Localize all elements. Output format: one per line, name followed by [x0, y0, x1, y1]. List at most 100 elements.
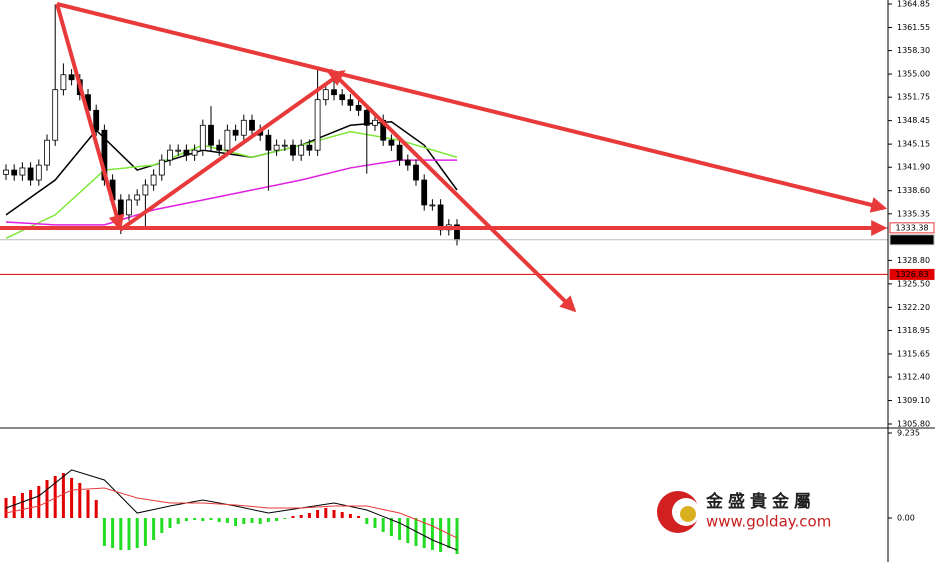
y-tick-label: 1361.55 [897, 23, 930, 32]
price-label-box [889, 222, 935, 234]
y-tick-label: 1305.80 [897, 420, 930, 429]
macd-bar [20, 492, 24, 519]
macd-bar [225, 518, 229, 523]
macd-bar [422, 518, 426, 549]
macd-bar [307, 513, 311, 519]
candle-body [347, 99, 354, 106]
macd-bar [143, 518, 147, 546]
macd-bar [332, 509, 336, 519]
y-tick-label: 9.235 [897, 429, 920, 438]
macd-bar [365, 518, 369, 524]
macd-bar [373, 518, 377, 529]
logo-name: 金盛貴金屬 [705, 491, 816, 512]
candle-body [281, 144, 288, 147]
macd-bar [135, 518, 139, 549]
y-tick-label: 1315.65 [897, 349, 930, 358]
macd-bar [439, 518, 443, 553]
macd-bar [119, 518, 123, 551]
candle-body [265, 134, 272, 151]
macd-line [5, 487, 458, 539]
y-tick-label: 1318.95 [897, 326, 930, 335]
candle-body [93, 109, 100, 131]
trend-arrow [118, 70, 346, 232]
macd-bar [45, 479, 49, 519]
candle-body [3, 169, 9, 175]
candle-body [290, 144, 296, 156]
candle-body [363, 109, 370, 126]
macd-bar [348, 514, 352, 519]
candle-body [232, 129, 239, 136]
macd-bar [152, 518, 156, 541]
macd-bar [283, 518, 287, 520]
macd-pane: 9.235 0.00 [4, 429, 920, 554]
macd-bar [111, 518, 115, 549]
candle-body [175, 149, 182, 152]
macd-bar [242, 518, 246, 524]
y-tick-label: 1364.85 [897, 0, 930, 9]
candle-body [19, 167, 26, 176]
candle-body [429, 204, 436, 207]
macd-bar [176, 518, 180, 524]
candle-body [404, 159, 411, 166]
y-tick-label: 1351.75 [897, 93, 930, 102]
macd-bar [102, 518, 106, 546]
trend-arrow [56, 2, 888, 213]
macd-bar [250, 518, 254, 523]
logo-url: www.golday.com [706, 513, 831, 531]
candle-body [117, 199, 124, 216]
candle-body [134, 194, 141, 201]
candle-body [60, 74, 67, 91]
price-label: 1331.70 [895, 235, 928, 244]
candle-body [355, 104, 362, 111]
macd-bar [53, 475, 57, 519]
macd-bar [61, 472, 65, 519]
candle-body [150, 174, 157, 186]
candle-body [216, 144, 223, 151]
candle-body [35, 164, 42, 181]
candle-body [314, 99, 321, 151]
price-pane: 1364.85 1361.55 1358.30 1355.00 1351.75 1348.… [0, 0, 935, 429]
candle-body [208, 124, 214, 146]
y-tick-label: 1325.50 [897, 279, 930, 288]
macd-bar [12, 496, 16, 519]
moving-average [5, 120, 458, 216]
macd-bar [291, 515, 295, 519]
candle-body [224, 129, 231, 151]
candle-body [11, 169, 18, 176]
macd-bar [266, 518, 270, 522]
macd-bar [234, 518, 238, 527]
macd-bar [406, 518, 410, 544]
watermark: 金盛貴金屬 www.golday.com [657, 491, 831, 533]
macd-bar [168, 518, 172, 529]
trend-arrow [328, 68, 577, 313]
y-tick-label: 1335.35 [897, 209, 930, 218]
macd-bar [78, 483, 82, 519]
candle-body [44, 139, 50, 166]
candle-body [273, 144, 280, 151]
y-tick-label: 1309.10 [897, 396, 930, 405]
macd-bar [94, 499, 98, 519]
y-tick-label: 1312.40 [897, 373, 930, 382]
y-tick-label: 0.00 [897, 514, 915, 523]
macd-bar [299, 514, 303, 519]
logo-coin [680, 506, 696, 522]
candle-body [68, 74, 75, 81]
moving-average [5, 159, 457, 226]
y-tick-label: 1358.30 [897, 46, 930, 55]
price-label-box [889, 234, 935, 246]
macd-bar [209, 518, 213, 521]
candle-body [240, 119, 247, 136]
macd-bar [447, 518, 451, 549]
macd-bar [258, 518, 262, 524]
y-tick-label: 1348.45 [897, 116, 930, 125]
macd-bar [324, 507, 328, 519]
candle-body [52, 89, 59, 141]
candle-body [396, 144, 403, 161]
price-label: 1326.83 [895, 270, 928, 279]
candle-body [158, 159, 165, 176]
price-label-box [889, 268, 935, 280]
moving-average [5, 130, 458, 240]
y-tick-label: 1328.80 [897, 256, 930, 265]
macd-bar [381, 518, 385, 532]
